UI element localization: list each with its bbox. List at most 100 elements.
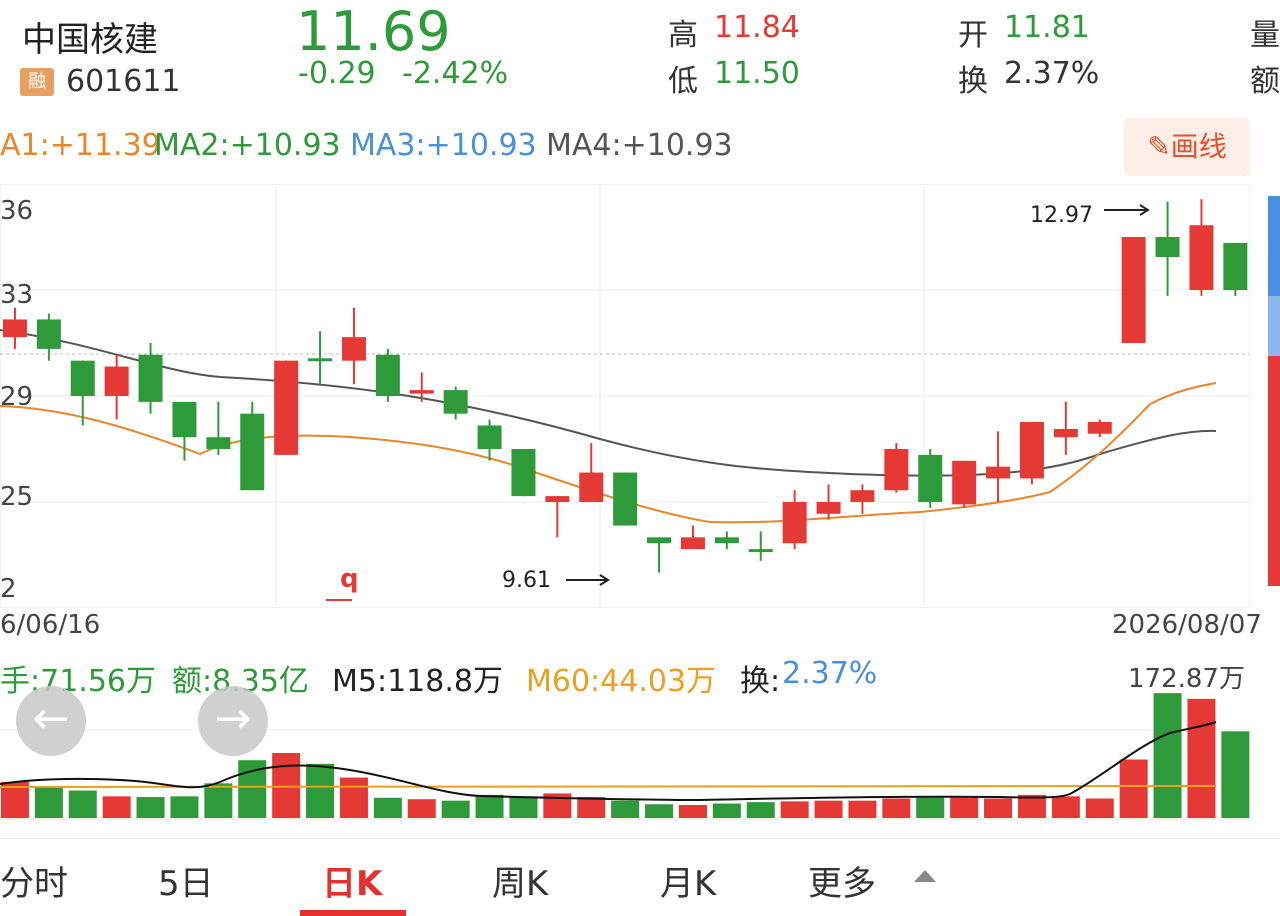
arrow-right-icon: →: [214, 693, 252, 744]
start-date: 6/06/16: [0, 610, 101, 640]
tab-weekly-k[interactable]: 周K: [492, 864, 549, 904]
volume-bar: [984, 798, 1013, 818]
y-tick-3: 29: [0, 382, 34, 412]
volume-bar: [678, 805, 707, 818]
volume-m60: M60:44.03万: [526, 664, 717, 699]
candle-body: [2, 319, 27, 338]
volume-bar: [611, 800, 640, 818]
stock-name: 中国核建: [22, 20, 158, 60]
low-label: 低: [668, 64, 698, 99]
candle-body: [1155, 237, 1180, 258]
volume-bar: [882, 798, 911, 818]
candle-body: [477, 425, 502, 449]
volume-bar: [475, 794, 504, 818]
candle-body: [782, 502, 807, 544]
low-value: 11.50: [714, 56, 800, 91]
ma2-legend: MA2:+10.93: [154, 128, 341, 163]
volume-bar: [577, 797, 606, 818]
candle-body: [579, 472, 604, 502]
draw-line-label: 画线: [1170, 130, 1227, 163]
last-price: 11.69: [296, 0, 451, 63]
candle-body: [274, 360, 299, 455]
candle-body: [1053, 428, 1078, 438]
next-arrow-button[interactable]: →: [198, 686, 268, 756]
tab-monthly-k[interactable]: 月K: [660, 864, 717, 904]
high-annotation: 12.97: [1030, 203, 1093, 228]
tab-5day[interactable]: 5日: [158, 864, 214, 904]
turnover-value: 2.37%: [1004, 56, 1100, 91]
volume-bar: [780, 801, 809, 818]
caret-up-icon[interactable]: [914, 870, 936, 882]
candle-body: [748, 549, 773, 553]
volume-bar: [373, 797, 402, 818]
candlestick-chart[interactable]: q 12.97 9.61: [0, 184, 1250, 608]
candle-body: [1189, 225, 1214, 290]
end-date: 2026/08/07: [1112, 610, 1262, 640]
volume-bar: [1153, 693, 1182, 818]
candle-body: [36, 319, 61, 349]
volume-chart[interactable]: [0, 688, 1250, 820]
volume-bar: [645, 804, 674, 818]
volume-bar: [102, 796, 131, 818]
y-tick-2: 33: [0, 280, 34, 310]
q-marker: q: [340, 564, 359, 594]
side-indicator-blue: [1268, 196, 1280, 296]
volume-bar: [34, 787, 63, 818]
volume-bar: [509, 796, 538, 818]
candle-body: [1087, 421, 1112, 434]
volume-bar: [1051, 796, 1080, 818]
side-indicator-light: [1268, 296, 1280, 356]
draw-line-button[interactable]: ✎画线: [1124, 118, 1250, 176]
candle-body: [375, 354, 400, 396]
volume-bar: [441, 800, 470, 818]
volume-m5-line: [0, 721, 1217, 802]
candle-body: [680, 537, 705, 550]
volume-bar: [1221, 731, 1250, 818]
side-indicator-red: [1268, 356, 1280, 586]
volume-hand: 手:71.56万: [0, 664, 156, 699]
volume-bar: [306, 763, 335, 818]
tab-more[interactable]: 更多: [808, 864, 876, 904]
volume-bar: [746, 802, 775, 818]
volume-m5: M5:118.8万: [332, 664, 503, 699]
y-tick-5: 2: [0, 574, 17, 604]
volume-bar: [272, 753, 301, 818]
candle-body: [443, 390, 468, 414]
y-tick-1: 36: [0, 196, 34, 226]
tab-daily-k[interactable]: 日K: [322, 864, 383, 904]
candle-body: [647, 537, 672, 544]
amount-label-cut: 额: [1250, 64, 1280, 99]
tab-intraday[interactable]: 分时: [0, 864, 68, 904]
price-change: -0.29: [298, 56, 376, 91]
volume-bar: [916, 797, 945, 818]
volume-max-label: 172.87万: [1128, 664, 1245, 694]
ma3-legend: MA3:+10.93: [350, 128, 537, 163]
candle-body: [816, 502, 841, 514]
prev-arrow-button[interactable]: ←: [16, 686, 86, 756]
volume-bar: [407, 799, 436, 818]
candle-body: [884, 449, 909, 491]
volume-bar: [339, 777, 368, 818]
pencil-icon: ✎: [1147, 130, 1171, 163]
active-tab-indicator: [300, 910, 406, 916]
candle-body: [240, 413, 265, 491]
volume-bar: [170, 796, 199, 818]
candle-body: [138, 354, 163, 402]
volume-turnover-value: 2.37%: [782, 656, 878, 691]
candle-body: [918, 454, 943, 502]
volume-bar: [204, 783, 233, 818]
volume-bar: [1085, 798, 1114, 818]
margin-badge: 融: [20, 68, 54, 96]
high-label: 高: [668, 18, 698, 53]
volume-bar: [848, 800, 877, 818]
candle-body: [308, 358, 333, 362]
candle-body: [952, 460, 977, 505]
candle-body: [104, 366, 129, 396]
open-value: 11.81: [1004, 10, 1090, 45]
open-label: 开: [958, 18, 988, 53]
volume-bar: [68, 790, 97, 818]
candle-body: [1121, 237, 1146, 343]
candle-body: [545, 496, 570, 502]
volume-bar: [136, 797, 165, 818]
ma-long-line: [0, 329, 1217, 477]
